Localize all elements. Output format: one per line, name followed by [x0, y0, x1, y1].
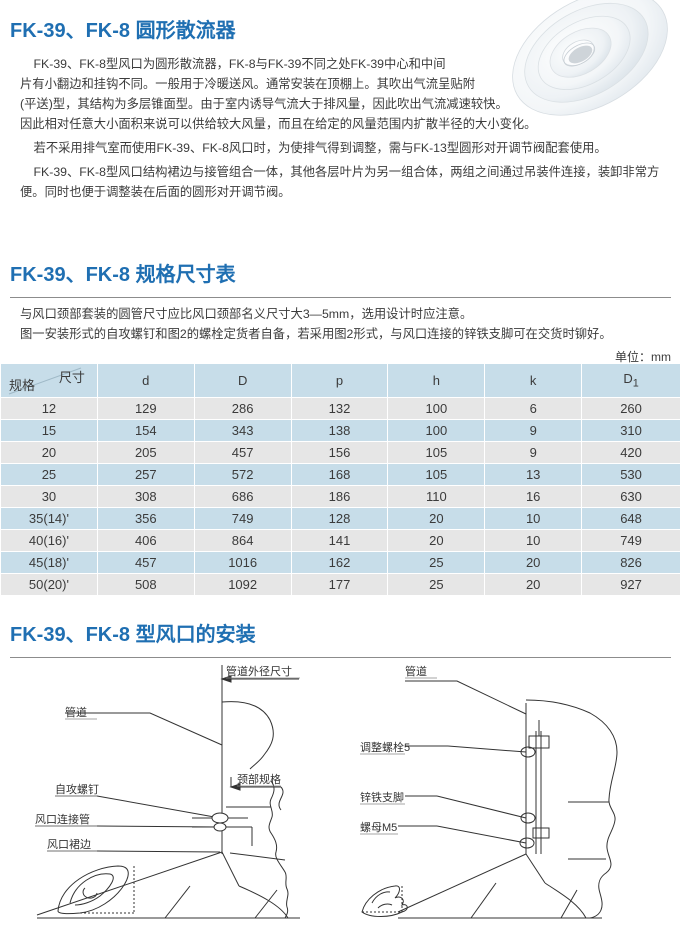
- svg-text:锌铁支脚: 锌铁支脚: [360, 790, 404, 804]
- svg-text:管道: 管道: [405, 664, 427, 678]
- svg-text:自攻螺钉: 自攻螺钉: [55, 782, 99, 796]
- svg-text:风口裙边: 风口裙边: [47, 838, 91, 851]
- svg-text:管道: 管道: [65, 705, 87, 719]
- svg-text:风口连接管: 风口连接管: [35, 812, 90, 826]
- svg-text:管道外径尺寸: 管道外径尺寸: [226, 664, 292, 678]
- svg-text:调整螺栓5: 调整螺栓5: [360, 740, 410, 754]
- svg-text:颈部规格: 颈部规格: [237, 772, 281, 786]
- svg-text:螺母M5: 螺母M5: [360, 821, 397, 834]
